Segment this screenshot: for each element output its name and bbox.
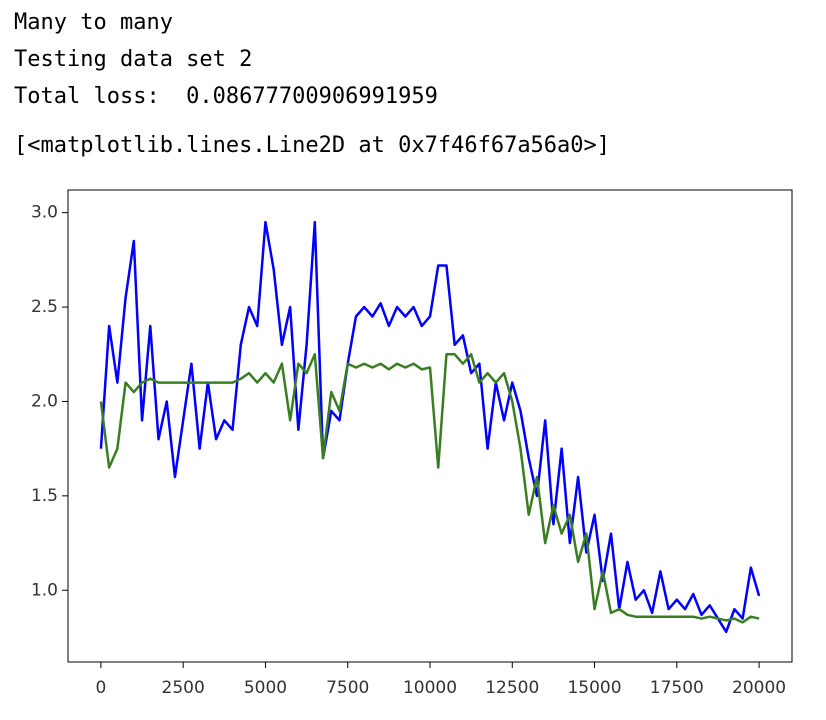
plot-frame xyxy=(67,189,793,663)
x-tick-label: 5000 xyxy=(244,678,287,698)
y-tick-label: 1.5 xyxy=(31,486,58,506)
series-line xyxy=(99,220,761,634)
x-tick-label: 15000 xyxy=(567,678,621,698)
x-tick-label: 12500 xyxy=(485,678,539,698)
x-tick-label: 2500 xyxy=(162,678,205,698)
y-tick-label: 1.0 xyxy=(31,580,58,600)
x-tick-label: 0 xyxy=(95,678,106,698)
series-line xyxy=(99,353,760,624)
x-tick-label: 20000 xyxy=(732,678,786,698)
output-line: Total loss: 0.08677700906991959 xyxy=(14,84,438,109)
x-tick-label: 7500 xyxy=(326,678,369,698)
output-line: Testing data set 2 xyxy=(14,47,253,72)
repr-line: [<matplotlib.lines.Line2D at 0x7f46f67a5… xyxy=(14,133,611,158)
x-tick-label: 10000 xyxy=(403,678,457,698)
y-tick-label: 2.5 xyxy=(31,297,58,317)
y-tick-label: 3.0 xyxy=(31,203,58,223)
y-tick-label: 2.0 xyxy=(31,391,58,411)
x-tick-label: 17500 xyxy=(650,678,704,698)
output-line: Many to many xyxy=(14,10,173,35)
